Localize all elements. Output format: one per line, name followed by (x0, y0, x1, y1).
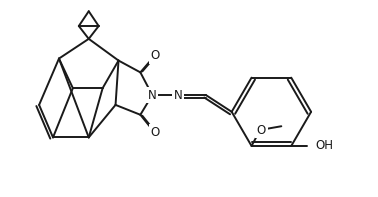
Text: O: O (150, 49, 160, 62)
Text: N: N (174, 88, 183, 101)
Text: N: N (148, 88, 156, 101)
Text: O: O (150, 126, 160, 139)
Text: O: O (257, 124, 266, 137)
Text: OH: OH (315, 139, 333, 152)
